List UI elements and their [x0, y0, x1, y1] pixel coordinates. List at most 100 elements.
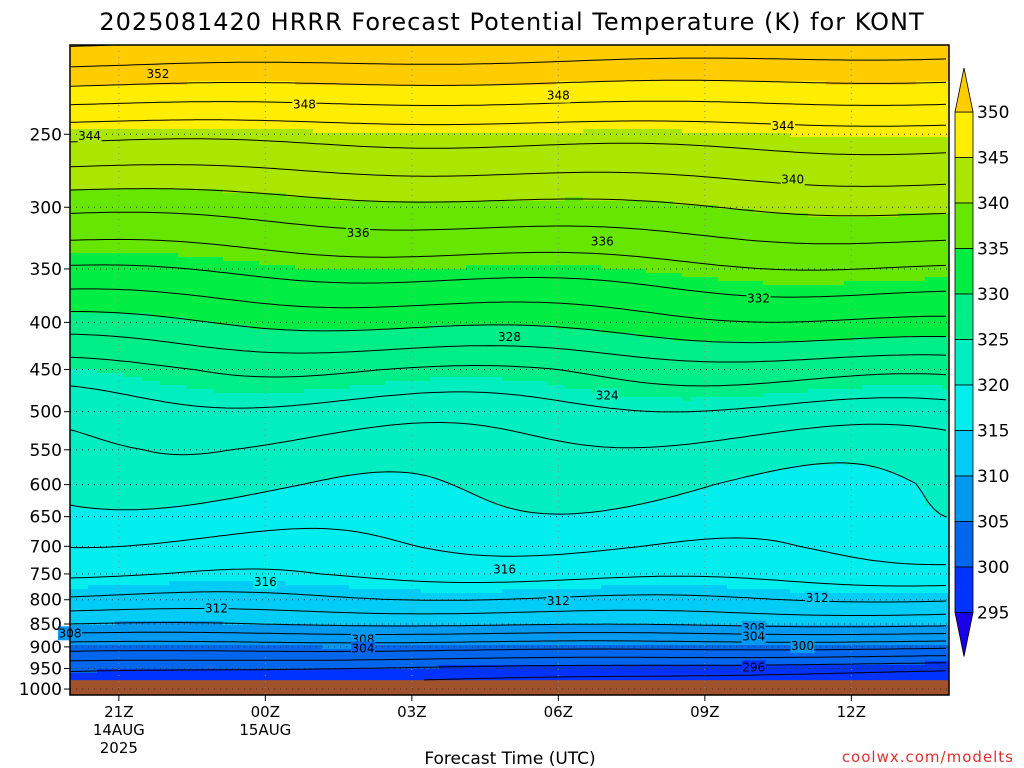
- theta-cell: [88, 593, 98, 598]
- theta-cell: [277, 225, 287, 230]
- theta-cell: [70, 161, 80, 166]
- theta-cell: [142, 161, 152, 166]
- theta-cell: [277, 429, 287, 434]
- theta-cell: [196, 589, 206, 594]
- theta-cell: [97, 49, 107, 54]
- theta-cell: [133, 357, 143, 362]
- theta-cell: [115, 529, 125, 534]
- theta-cell: [169, 673, 179, 678]
- theta-cell: [205, 353, 215, 358]
- theta-cell: [277, 533, 287, 538]
- theta-cell: [115, 257, 125, 262]
- theta-cell: [169, 677, 179, 681]
- theta-cell: [331, 313, 341, 318]
- theta-cell: [124, 529, 134, 534]
- theta-cell: [115, 181, 125, 186]
- theta-cell: [313, 197, 323, 202]
- theta-cell: [295, 517, 305, 522]
- theta-cell: [322, 357, 332, 362]
- theta-cell: [259, 613, 269, 618]
- theta-cell: [196, 537, 206, 542]
- theta-cell: [196, 429, 206, 434]
- theta-cell: [232, 121, 242, 126]
- theta-cell: [70, 281, 80, 286]
- theta-cell: [124, 533, 134, 538]
- theta-cell: [331, 625, 341, 630]
- theta-cell: [268, 113, 278, 118]
- theta-cell: [187, 521, 197, 526]
- theta-cell: [151, 241, 161, 246]
- theta-cell: [124, 161, 134, 166]
- theta-cell: [124, 617, 134, 622]
- theta-cell: [232, 549, 242, 554]
- theta-cell: [277, 517, 287, 522]
- theta-cell: [286, 101, 296, 106]
- theta-cell: [151, 529, 161, 534]
- theta-cell: [106, 493, 116, 498]
- theta-cell: [142, 165, 152, 170]
- theta-cell: [142, 405, 152, 410]
- theta-cell: [124, 249, 134, 254]
- theta-cell: [340, 337, 350, 342]
- theta-cell: [151, 173, 161, 178]
- theta-cell: [295, 385, 305, 390]
- theta-cell: [178, 637, 188, 642]
- theta-cell: [142, 229, 152, 234]
- theta-cell: [331, 477, 341, 482]
- theta-cell: [160, 89, 170, 94]
- theta-cell: [304, 149, 314, 154]
- theta-cell: [268, 597, 278, 602]
- theta-cell: [205, 125, 215, 130]
- theta-cell: [268, 353, 278, 358]
- theta-cell: [106, 157, 116, 162]
- theta-cell: [160, 329, 170, 334]
- theta-cell: [124, 553, 134, 558]
- theta-cell: [106, 625, 116, 630]
- theta-cell: [124, 89, 134, 94]
- theta-cell: [88, 453, 98, 458]
- theta-cell: [295, 309, 305, 314]
- theta-cell: [295, 257, 305, 262]
- theta-cell: [79, 417, 89, 422]
- theta-cell: [124, 653, 134, 658]
- theta-cell: [277, 301, 287, 306]
- theta-cell: [250, 73, 260, 78]
- theta-cell: [322, 277, 332, 282]
- theta-cell: [169, 277, 179, 282]
- theta-cell: [286, 441, 296, 446]
- theta-cell: [268, 377, 278, 382]
- theta-cell: [169, 641, 179, 646]
- theta-cell: [340, 173, 350, 178]
- theta-cell: [97, 257, 107, 262]
- theta-cell: [295, 261, 305, 266]
- theta-cell: [331, 369, 341, 374]
- theta-cell: [151, 321, 161, 326]
- theta-cell: [115, 317, 125, 322]
- theta-cell: [241, 193, 251, 198]
- theta-cell: [214, 637, 224, 642]
- theta-cell: [331, 165, 341, 170]
- theta-cell: [187, 97, 197, 102]
- theta-cell: [250, 673, 260, 678]
- theta-cell: [106, 677, 116, 681]
- theta-cell: [268, 645, 278, 650]
- theta-cell: [304, 561, 314, 566]
- theta-cell: [106, 173, 116, 178]
- theta-cell: [169, 197, 179, 202]
- theta-cell: [160, 501, 170, 506]
- theta-cell: [340, 553, 350, 558]
- theta-cell: [322, 441, 332, 446]
- theta-cell: [250, 277, 260, 282]
- theta-cell: [160, 357, 170, 362]
- theta-cell: [106, 53, 116, 58]
- theta-cell: [223, 541, 233, 546]
- theta-cell: [295, 265, 305, 270]
- theta-cell: [250, 93, 260, 98]
- theta-cell: [88, 581, 98, 586]
- theta-cell: [223, 393, 233, 398]
- theta-cell: [277, 637, 287, 642]
- theta-cell: [178, 157, 188, 162]
- theta-cell: [322, 665, 332, 670]
- theta-cell: [223, 173, 233, 178]
- theta-cell: [160, 517, 170, 522]
